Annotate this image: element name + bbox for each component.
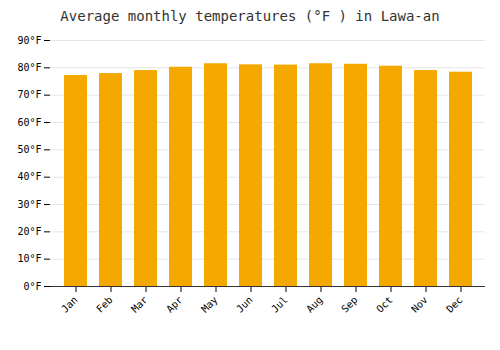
svg-text:Sep: Sep (339, 294, 360, 315)
svg-text:40°F: 40°F (17, 171, 41, 182)
svg-text:0°F: 0°F (23, 281, 41, 292)
svg-text:Oct: Oct (374, 294, 395, 315)
svg-text:Mar: Mar (129, 294, 150, 315)
svg-text:Apr: Apr (164, 294, 185, 315)
svg-text:Aug: Aug (304, 294, 325, 315)
svg-text:May: May (199, 294, 220, 315)
svg-text:Jul: Jul (269, 294, 290, 315)
svg-text:20°F: 20°F (17, 226, 41, 237)
svg-text:30°F: 30°F (17, 199, 41, 210)
svg-text:Jun: Jun (234, 294, 255, 315)
svg-text:90°F: 90°F (17, 35, 41, 46)
svg-text:Jan: Jan (59, 294, 80, 315)
svg-text:50°F: 50°F (17, 144, 41, 155)
svg-text:80°F: 80°F (17, 62, 41, 73)
svg-text:70°F: 70°F (17, 89, 41, 100)
html-text:Average monthly temperatures (: Average monthly temperatures (°F ) in La… (60, 8, 440, 24)
svg-text:60°F: 60°F (17, 117, 41, 128)
svg-text:Feb: Feb (94, 294, 115, 315)
svg-text:10°F: 10°F (17, 253, 41, 264)
svg-text:Nov: Nov (409, 294, 430, 315)
svg-text:Dec: Dec (444, 294, 465, 315)
